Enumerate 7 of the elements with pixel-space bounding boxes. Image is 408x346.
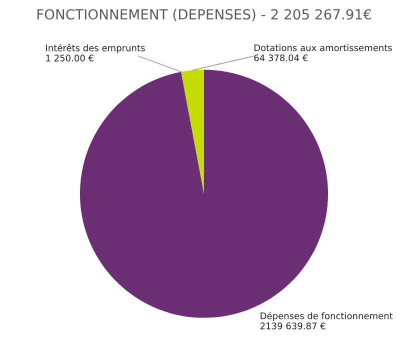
slice-label: Dépenses de fonctionnement bbox=[260, 312, 393, 322]
slice-label: Intérêts des emprunts bbox=[46, 44, 145, 54]
chart-title: FONCTIONNEMENT (DEPENSES) - 2 205 267.91€ bbox=[37, 8, 371, 22]
data-label: 1 250.00 € bbox=[46, 54, 94, 62]
data-label: 64 378.04 € bbox=[254, 54, 308, 62]
slice-label: Dotations aux amortissements bbox=[254, 44, 392, 52]
data-label: 2139 639.87 € bbox=[260, 322, 326, 330]
